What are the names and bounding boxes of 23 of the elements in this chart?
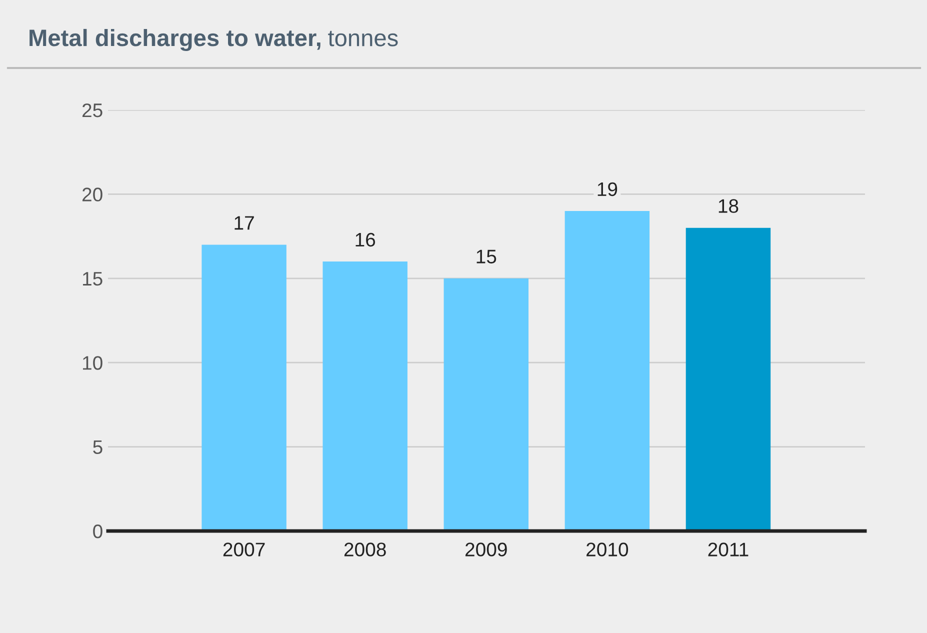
x-tick-label: 2007 bbox=[223, 542, 265, 556]
x-tick-label: 2008 bbox=[344, 542, 386, 556]
data-label: 18 bbox=[718, 199, 738, 213]
chart-title: Metal discharges to water, bbox=[30, 28, 320, 52]
data-label: 19 bbox=[598, 182, 618, 196]
y-tick-label: 15 bbox=[82, 272, 102, 286]
y-tick-label: 25 bbox=[82, 103, 102, 118]
x-tick-label: 2010 bbox=[586, 542, 628, 556]
bar bbox=[444, 278, 528, 531]
x-tick-label: 2011 bbox=[708, 542, 748, 556]
bar bbox=[564, 211, 650, 531]
y-tick-label: 10 bbox=[82, 356, 102, 370]
bar bbox=[202, 244, 286, 531]
data-label: 17 bbox=[234, 216, 254, 230]
y-tick-label: 20 bbox=[82, 188, 102, 202]
data-label: 16 bbox=[356, 232, 376, 247]
bar bbox=[686, 228, 771, 531]
y-tick-label: 0 bbox=[93, 524, 102, 538]
bar bbox=[322, 262, 408, 531]
x-tick-label: 2009 bbox=[465, 542, 507, 556]
y-tick-label: 5 bbox=[93, 440, 102, 454]
chart-subtitle: tonnes bbox=[328, 30, 398, 46]
data-label: 15 bbox=[476, 250, 496, 264]
